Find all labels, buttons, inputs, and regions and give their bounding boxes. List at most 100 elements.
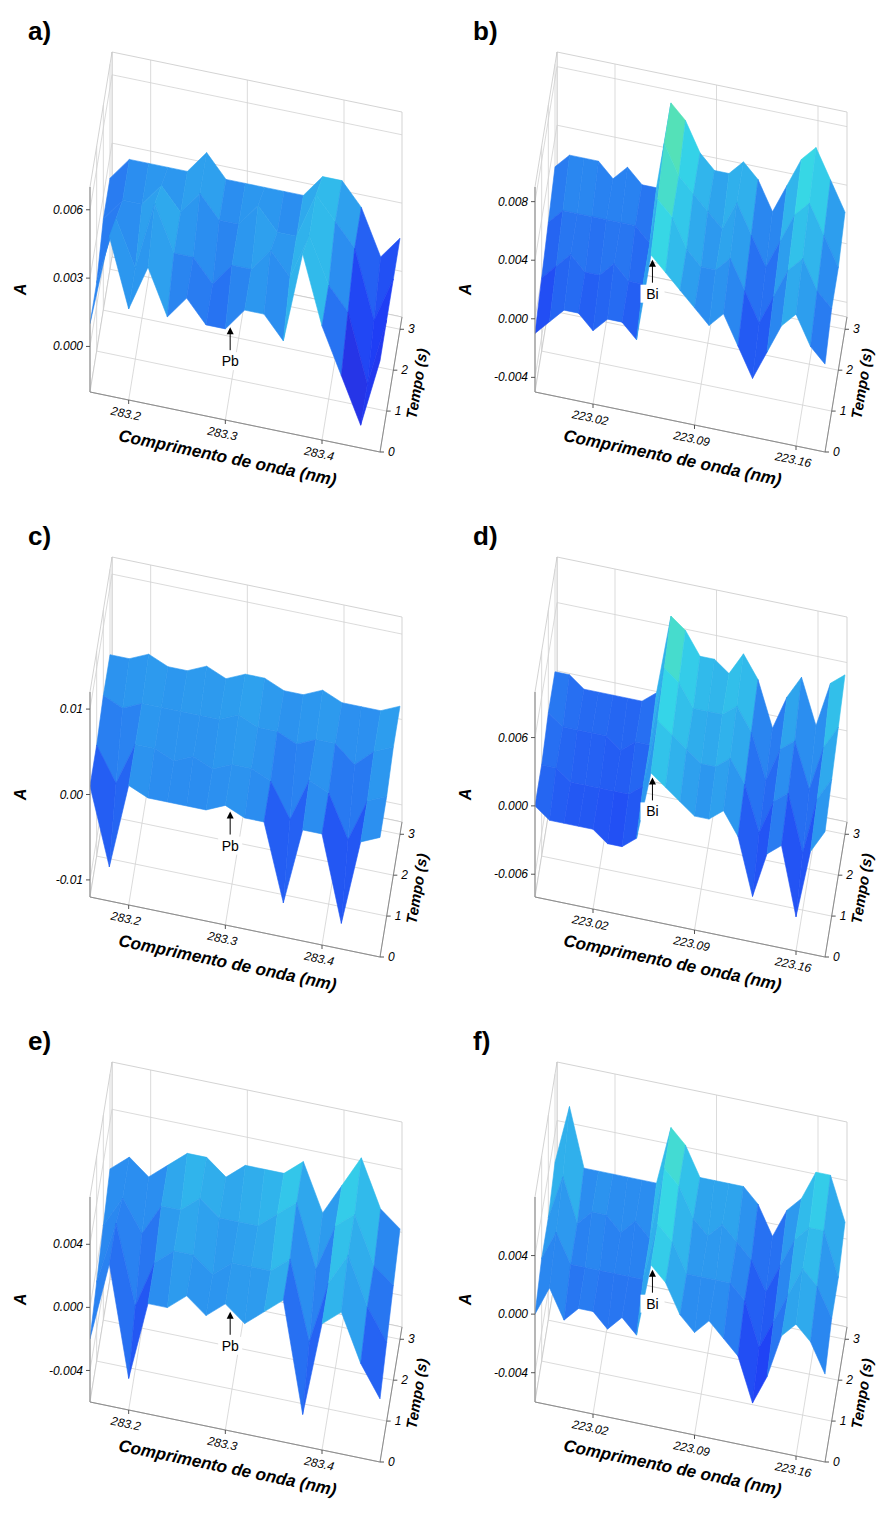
tick-label: 0.00 — [60, 788, 84, 802]
tick — [593, 404, 594, 408]
panel-letter: a) — [28, 16, 51, 46]
tick-label: 0 — [388, 445, 395, 459]
tick-label: 2 — [400, 1373, 408, 1387]
floor — [535, 1267, 847, 1462]
tick — [393, 370, 397, 371]
tick-label: 223.16 — [773, 449, 813, 470]
tick — [531, 1372, 535, 1373]
annotation-patch — [218, 352, 242, 370]
grid-line — [541, 651, 542, 856]
tick-label: 3 — [408, 322, 415, 336]
tick — [86, 794, 90, 795]
tick-label: 3 — [408, 1332, 415, 1346]
tick — [832, 1421, 836, 1422]
tick-label: 3 — [853, 322, 860, 336]
panel: -0.0060.0000.006A223.02223.09223.16Compr… — [457, 521, 876, 995]
tick — [380, 452, 384, 453]
grid-line — [557, 603, 847, 663]
tick — [838, 370, 842, 371]
grid-line — [112, 1109, 402, 1169]
surface — [535, 103, 845, 379]
tick-label: 0.004 — [53, 1237, 83, 1251]
surface-cell — [361, 1307, 387, 1399]
panel: 0.0000.0030.006A283.2283.3283.4Comprimen… — [12, 16, 431, 490]
tick — [400, 329, 404, 330]
tick-label: 0.000 — [498, 1307, 528, 1321]
tick — [845, 329, 849, 330]
tick-label: 283.2 — [109, 909, 143, 929]
tick-label: 223.16 — [773, 954, 813, 975]
axis-title: Comprimento de onda (nm) — [562, 1436, 784, 1500]
surface-cell — [796, 799, 817, 917]
tick-label: -0.01 — [56, 873, 83, 887]
tick — [531, 1314, 535, 1315]
tick-label: 223.09 — [671, 428, 711, 449]
surface-cell — [303, 1283, 329, 1415]
tick — [400, 834, 404, 835]
axis-title: A — [12, 1294, 29, 1307]
tick — [387, 916, 391, 917]
annotation-arrowhead — [227, 327, 234, 334]
tick — [128, 905, 129, 909]
tick-label: 3 — [853, 1332, 860, 1346]
axis-title: A — [12, 284, 29, 297]
tick-label: 223.02 — [570, 407, 610, 428]
panel-letter: f) — [473, 1026, 490, 1056]
tick-label: 2 — [845, 868, 853, 882]
tick — [86, 879, 90, 880]
tick-label: -0.004 — [494, 370, 528, 384]
annotation-arrowhead — [227, 812, 234, 819]
tick — [694, 1435, 695, 1439]
tick — [845, 1339, 849, 1340]
tick-label: -0.004 — [494, 1366, 528, 1380]
axis-title: Tempo (s) — [402, 347, 430, 420]
tick-label: 283.2 — [109, 404, 143, 424]
annotation: Pb — [218, 812, 242, 855]
tick-label: 3 — [408, 827, 415, 841]
panel-letter: d) — [473, 521, 498, 551]
tick — [593, 909, 594, 913]
tick — [796, 1456, 797, 1460]
surface — [535, 1107, 845, 1404]
tick-label: -0.006 — [494, 867, 528, 881]
annotation: Bi — [641, 1270, 665, 1313]
tick-label: 283.4 — [302, 444, 336, 464]
surface-cell — [374, 706, 400, 751]
axis-title: Tempo (s) — [402, 1357, 430, 1430]
time-axis-line — [380, 1327, 402, 1462]
tick-label: 0.004 — [498, 253, 528, 267]
annotation-arrow — [230, 1318, 231, 1335]
z-axis-line — [535, 1197, 536, 1402]
tick — [387, 411, 391, 412]
surface-cell — [129, 1263, 155, 1379]
annotation-text: Pb — [222, 1338, 239, 1354]
tick-label: 0.000 — [498, 799, 528, 813]
annotation-arrowhead — [649, 1270, 656, 1277]
surface-cell — [109, 745, 135, 867]
grid-line — [535, 692, 536, 897]
grid-line — [535, 187, 536, 392]
tick — [796, 951, 797, 955]
tick — [128, 1410, 129, 1414]
surface-cell — [341, 801, 367, 923]
grid-line — [112, 75, 402, 135]
panel: -0.0040.0000.0040.008A223.02223.09223.16… — [457, 16, 876, 490]
surface — [90, 1153, 400, 1414]
annotation-text: Bi — [646, 803, 658, 819]
tick-label: 0.000 — [53, 1300, 83, 1314]
axis-title: Tempo (s) — [847, 1357, 875, 1430]
tick — [694, 425, 695, 429]
tick-label: 0.000 — [53, 339, 83, 353]
tick-label: 283.4 — [302, 949, 336, 969]
tick — [380, 1462, 384, 1463]
tick-label: 0.004 — [498, 1249, 528, 1263]
annotation-text: Pb — [222, 838, 239, 854]
panel-letter: c) — [28, 521, 51, 551]
tick — [845, 834, 849, 835]
tick — [694, 930, 695, 934]
panel: -0.010.000.01A283.2283.3283.4Comprimento… — [12, 521, 431, 995]
tick — [86, 1370, 90, 1371]
surface-cell — [361, 320, 387, 425]
tick-label: 283.2 — [109, 1414, 143, 1434]
tick-label: 223.09 — [671, 933, 711, 954]
